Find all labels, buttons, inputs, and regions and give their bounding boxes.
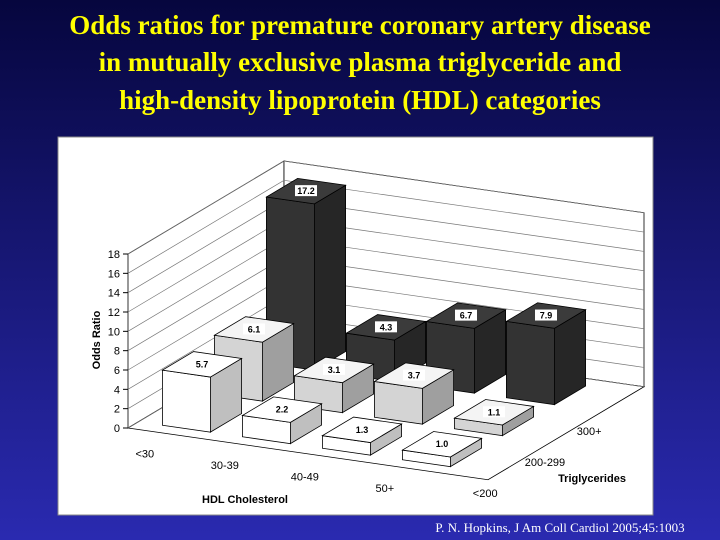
bar: 3.7 — [373, 362, 455, 425]
value-label: 1.0 — [436, 439, 449, 449]
value-label: 3.1 — [328, 365, 341, 375]
bar: 5.7 — [161, 351, 243, 433]
value-label: 2.2 — [276, 405, 289, 415]
y-tick-label: 2 — [114, 404, 120, 416]
value-label: 7.9 — [540, 311, 553, 321]
value-label: 6.1 — [248, 324, 261, 334]
slide-title: high-density lipoprotein (HDL) categorie… — [119, 85, 601, 115]
grid-line — [127, 179, 645, 274]
legend-label: 300+ — [577, 426, 602, 438]
value-label-bg — [271, 403, 293, 415]
value-label: 5.7 — [196, 359, 209, 369]
value-label-bg — [403, 369, 425, 381]
value-label: 17.2 — [297, 186, 315, 196]
value-label: 1.1 — [488, 407, 501, 417]
bar-front — [505, 320, 555, 406]
value-label-bg — [295, 185, 317, 197]
slide-title: Odds ratios for premature coronary arter… — [69, 10, 650, 40]
value-label-bg — [375, 321, 397, 333]
y-axis-label: Odds Ratio — [91, 310, 103, 369]
y-tick-label: 0 — [114, 423, 120, 435]
legend-label: 200-299 — [525, 457, 565, 469]
x-tick-label: <30 — [135, 449, 154, 461]
bar-front — [161, 369, 211, 433]
bar: 1.0 — [401, 431, 483, 468]
grid-line — [127, 160, 645, 255]
y-tick-label: 12 — [108, 307, 120, 319]
value-label-bg — [243, 323, 265, 335]
citation: P. N. Hopkins, J Am Coll Cardiol 2005;45… — [435, 520, 684, 535]
chart: 0 2 4 6 8 10 12 14 16 18 17.2 4.3 6.7 7.9 6.1 3.1 3.7 1.1… — [108, 160, 646, 500]
y-tick-label: 14 — [108, 288, 120, 300]
bar-front — [373, 381, 423, 425]
x-axis-label: HDL Cholesterol — [202, 494, 288, 506]
y-tick-label: 6 — [114, 365, 120, 377]
value-label-bg — [535, 309, 557, 321]
x-tick-label: 40-49 — [291, 472, 319, 484]
x-tick-label: 30-39 — [211, 460, 239, 472]
slide-title: in mutually exclusive plasma triglycerid… — [99, 47, 622, 77]
bar: 2.2 — [241, 396, 323, 445]
value-label: 3.7 — [408, 371, 421, 381]
y-tick-label: 4 — [114, 384, 120, 396]
value-label: 1.3 — [356, 425, 369, 435]
value-label-bg — [483, 406, 505, 418]
y-tick-label: 10 — [108, 326, 120, 338]
value-label-bg — [431, 438, 453, 450]
bar: 1.3 — [321, 416, 403, 456]
value-label: 6.7 — [460, 311, 473, 321]
legend-label: <200 — [473, 488, 498, 500]
value-label-bg — [351, 423, 373, 435]
bar: 7.9 — [505, 302, 587, 406]
y-tick-label: 8 — [114, 346, 120, 358]
value-label-bg — [191, 358, 213, 370]
x-tick-label: 50+ — [375, 483, 394, 495]
bar-side — [313, 184, 347, 371]
z-axis-label: Triglycerides — [558, 473, 626, 485]
value-label-bg — [323, 363, 345, 375]
y-tick-label: 18 — [108, 249, 120, 261]
value-label: 4.3 — [380, 322, 393, 332]
bar: 1.1 — [453, 399, 535, 437]
y-tick-label: 16 — [108, 268, 120, 280]
value-label-bg — [455, 309, 477, 321]
